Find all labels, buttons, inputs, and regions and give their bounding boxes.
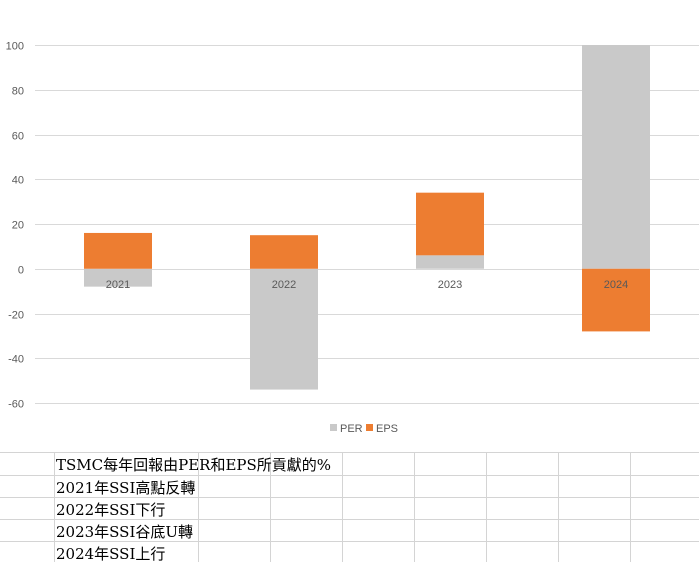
spreadsheet-grid: TSMC每年回報由PER和EPS所貢獻的% 2021年SSI高點反轉 2022年… bbox=[0, 452, 699, 563]
legend: PER EPS bbox=[330, 423, 398, 435]
legend-swatch-per bbox=[330, 424, 337, 431]
bar-eps-2022[interactable] bbox=[250, 235, 318, 269]
column-divider bbox=[558, 452, 559, 562]
bar-per-2023[interactable] bbox=[416, 255, 484, 269]
y-tick-label: 60 bbox=[12, 131, 24, 143]
row-divider bbox=[0, 519, 699, 520]
sheet-cell-2023-note[interactable]: 2023年SSI谷底U轉 bbox=[56, 523, 194, 541]
sheet-cell-2022-note[interactable]: 2022年SSI下行 bbox=[56, 501, 166, 519]
column-divider bbox=[54, 452, 55, 562]
column-divider bbox=[198, 452, 199, 562]
row-divider bbox=[0, 475, 699, 476]
x-category-label: 2024 bbox=[604, 279, 628, 291]
sheet-cell-2024-note[interactable]: 2024年SSI上行 bbox=[56, 545, 166, 563]
y-tick-label: -20 bbox=[8, 310, 24, 322]
row-divider bbox=[0, 541, 699, 542]
row-divider bbox=[0, 452, 699, 453]
category-labels: 2021 2022 2023 2024 bbox=[106, 279, 628, 291]
y-tick-label: -40 bbox=[8, 354, 24, 366]
x-category-label: 2021 bbox=[106, 279, 130, 291]
column-divider bbox=[414, 452, 415, 562]
column-divider bbox=[486, 452, 487, 562]
row-divider bbox=[0, 497, 699, 498]
x-category-label: 2023 bbox=[438, 279, 462, 291]
stacked-bar-chart: 100 80 60 40 20 0 -20 -40 -60 2021 2022 2023 2024 P… bbox=[6, 41, 699, 435]
legend-swatch-eps bbox=[366, 424, 373, 431]
bar-eps-2023[interactable] bbox=[416, 192, 484, 256]
column-divider bbox=[630, 452, 631, 562]
y-tick-label: 80 bbox=[12, 86, 24, 98]
sheet-cell-2021-note[interactable]: 2021年SSI高點反轉 bbox=[56, 479, 196, 497]
y-axis-ticks: 100 80 60 40 20 0 -20 -40 -60 bbox=[6, 41, 24, 411]
legend-label-eps: EPS bbox=[376, 423, 398, 435]
x-category-label: 2022 bbox=[272, 279, 296, 291]
y-tick-label: 0 bbox=[18, 265, 24, 277]
legend-label-per: PER bbox=[340, 423, 363, 435]
bar-per-2021[interactable] bbox=[84, 268, 152, 287]
y-tick-label: 100 bbox=[6, 41, 24, 53]
sheet-cell-title[interactable]: TSMC每年回報由PER和EPS所貢獻的% bbox=[56, 456, 332, 474]
y-tick-label: 20 bbox=[12, 220, 24, 232]
y-tick-label: -60 bbox=[8, 399, 24, 411]
column-divider bbox=[342, 452, 343, 562]
bar-per-2024[interactable] bbox=[582, 45, 650, 269]
y-tick-label: 40 bbox=[12, 175, 24, 187]
bars bbox=[84, 45, 650, 390]
bar-eps-2021[interactable] bbox=[84, 232, 152, 269]
bar-per-2022[interactable] bbox=[250, 268, 318, 390]
column-divider bbox=[270, 452, 271, 562]
bar-eps-2024[interactable] bbox=[582, 268, 650, 332]
